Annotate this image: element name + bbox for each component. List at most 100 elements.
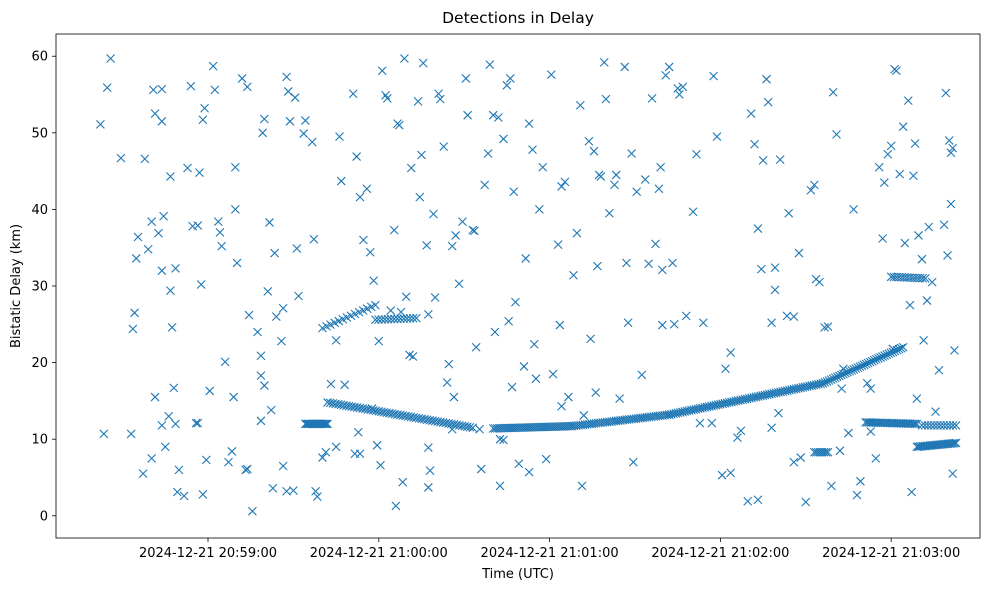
- data-point-marker: [382, 93, 392, 103]
- data-point-marker: [241, 465, 250, 475]
- data-point-marker: [949, 345, 959, 355]
- data-point-marker: [905, 300, 915, 310]
- data-point-marker: [733, 433, 742, 443]
- data-point-marker: [408, 352, 418, 361]
- data-point-marker: [628, 457, 638, 467]
- data-point-marker: [546, 70, 556, 79]
- y-tick-label: 20: [31, 356, 48, 371]
- x-tick-label: 2024-12-21 21:02:00: [651, 546, 789, 561]
- data-point-marker: [835, 446, 845, 456]
- data-point-marker: [531, 374, 541, 384]
- data-point-marker: [929, 421, 939, 430]
- data-point-marker: [164, 411, 174, 421]
- data-point-marker: [423, 309, 433, 319]
- data-point-marker: [596, 172, 606, 181]
- data-point-marker: [538, 162, 548, 172]
- data-point-marker: [352, 152, 361, 161]
- data-point-marker: [160, 442, 170, 452]
- data-point-marker: [385, 408, 394, 418]
- data-point-marker: [644, 259, 654, 269]
- data-point-marker: [439, 142, 449, 151]
- data-point-marker: [942, 421, 952, 430]
- data-point-marker: [832, 129, 841, 139]
- data-point-marker: [886, 141, 896, 151]
- data-point-marker: [358, 404, 367, 413]
- data-point-marker: [434, 89, 443, 99]
- data-point-marker: [374, 406, 384, 416]
- data-point-marker: [541, 454, 551, 464]
- chart-title: Detections in Delay: [442, 9, 594, 27]
- data-point-marker: [401, 411, 410, 421]
- data-point-marker: [318, 453, 327, 462]
- data-point-marker: [368, 405, 378, 415]
- data-point-marker: [801, 497, 811, 507]
- data-point-marker: [418, 58, 428, 68]
- data-point-marker: [230, 162, 240, 172]
- data-point-marker: [555, 320, 565, 330]
- data-point-marker: [268, 483, 278, 493]
- data-point-marker: [393, 410, 402, 419]
- data-point-marker: [411, 313, 421, 323]
- data-point-marker: [319, 419, 329, 429]
- data-point-marker: [400, 54, 409, 63]
- data-point-marker: [862, 378, 872, 388]
- data-point-marker: [157, 266, 167, 276]
- data-point-marker: [604, 208, 614, 218]
- data-point-marker: [896, 343, 906, 353]
- data-point-marker: [270, 248, 280, 258]
- data-point-marker: [946, 148, 956, 158]
- data-point-marker: [898, 342, 908, 352]
- data-point-marker: [258, 128, 268, 138]
- data-point-marker: [312, 492, 322, 502]
- data-point-marker: [820, 322, 829, 332]
- data-point-marker: [692, 149, 701, 159]
- data-point-marker: [116, 153, 126, 163]
- data-point-marker: [688, 207, 698, 217]
- data-point-marker: [945, 421, 955, 430]
- data-point-marker: [374, 336, 384, 346]
- data-point-marker: [908, 419, 918, 429]
- data-point-marker: [311, 486, 320, 496]
- data-point-marker: [866, 384, 876, 394]
- data-point-marker: [883, 149, 893, 159]
- data-point-marker: [519, 362, 529, 371]
- data-point-marker: [230, 205, 240, 214]
- data-point-marker: [698, 318, 708, 328]
- data-point-marker: [277, 336, 286, 346]
- data-point-marker: [912, 394, 922, 403]
- data-point-marker: [390, 409, 400, 419]
- data-point-marker: [196, 280, 206, 289]
- data-point-marker: [601, 94, 611, 104]
- data-point-marker: [557, 401, 566, 411]
- data-point-marker: [909, 171, 918, 181]
- data-point-marker: [389, 225, 399, 235]
- data-point-marker: [143, 244, 153, 254]
- data-point-marker: [423, 443, 433, 453]
- data-point-marker: [256, 416, 266, 426]
- data-point-marker: [828, 87, 838, 97]
- data-point-marker: [910, 419, 920, 429]
- data-point-marker: [335, 132, 344, 142]
- data-point-marker: [256, 371, 266, 381]
- data-point-marker: [171, 263, 180, 273]
- data-point-marker: [903, 96, 913, 106]
- data-point-marker: [220, 357, 230, 367]
- data-point-marker: [411, 413, 421, 423]
- data-point-marker: [363, 405, 373, 414]
- data-point-marker: [927, 277, 937, 287]
- data-point-marker: [767, 423, 777, 433]
- data-point-marker: [476, 464, 486, 474]
- data-point-marker: [470, 226, 479, 236]
- data-point-marker: [198, 489, 208, 499]
- data-point-marker: [430, 293, 440, 302]
- data-point-marker: [756, 264, 766, 274]
- data-point-marker: [789, 457, 799, 467]
- data-point-marker: [444, 419, 453, 428]
- data-point-marker: [774, 408, 783, 418]
- data-point-marker: [575, 100, 585, 110]
- data-point-marker: [294, 291, 303, 301]
- data-point-marker: [753, 495, 763, 505]
- data-point-marker: [931, 407, 940, 417]
- data-point-marker: [227, 447, 237, 456]
- data-point-marker: [591, 388, 601, 397]
